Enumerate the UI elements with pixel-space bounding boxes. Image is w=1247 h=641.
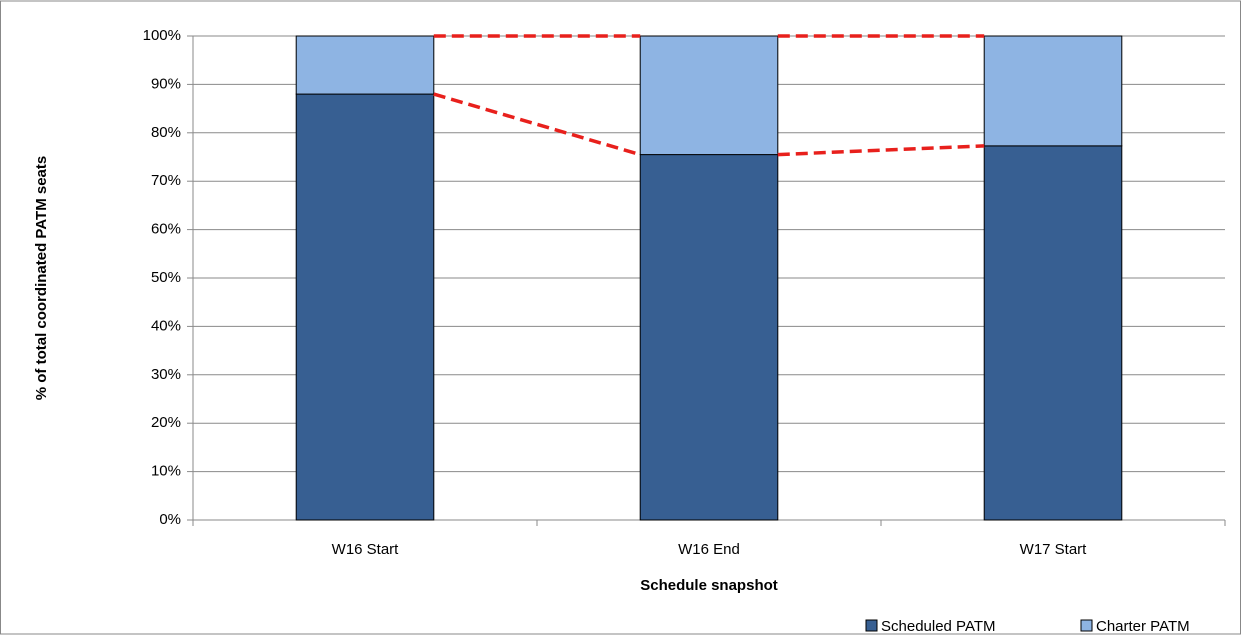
legend-label: Scheduled PATM	[881, 618, 996, 635]
bar-segment	[983, 35, 1123, 147]
bar-segment	[295, 35, 435, 95]
y-tick-label: 50%	[151, 269, 181, 286]
bar-segment	[983, 145, 1123, 521]
y-tick-label: 60%	[151, 221, 181, 238]
y-tick-label: 90%	[151, 75, 181, 92]
x-tick-label: W17 Start	[1020, 541, 1088, 558]
series-line	[433, 92, 641, 157]
y-tick-label: 10%	[151, 463, 181, 480]
legend-swatch	[865, 619, 878, 632]
bar-segment	[639, 35, 779, 156]
series-line	[777, 144, 985, 157]
y-tick-label: 40%	[151, 317, 181, 334]
y-tick-label: 0%	[159, 511, 181, 528]
bar-segment	[639, 154, 779, 521]
x-tick-label: W16 Start	[332, 541, 400, 558]
y-tick-label: 70%	[151, 172, 181, 189]
x-axis-label: Schedule snapshot	[640, 577, 778, 594]
y-tick-label: 20%	[151, 414, 181, 431]
y-tick-label: 80%	[151, 124, 181, 141]
y-tick-label: 100%	[143, 27, 181, 44]
x-tick-label: W16 End	[678, 541, 740, 558]
legend-label: Charter PATM	[1096, 618, 1190, 635]
legend-swatch	[1080, 619, 1093, 632]
y-tick-label: 30%	[151, 366, 181, 383]
y-axis-label: % of total coordinated PATM seats	[33, 156, 50, 400]
bar-segment	[295, 93, 435, 521]
